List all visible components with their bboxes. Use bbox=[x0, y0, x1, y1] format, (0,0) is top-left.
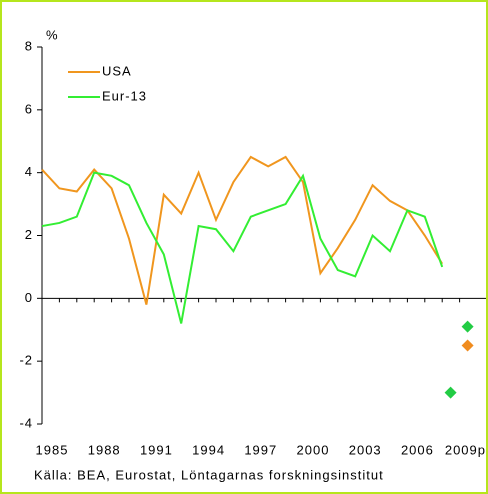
line bbox=[41, 155, 444, 305]
y-tick-label: 6 bbox=[25, 101, 33, 116]
x-tick-label: 2003 bbox=[349, 442, 382, 457]
forecast-marker bbox=[461, 320, 474, 333]
y-tick-label: 8 bbox=[25, 38, 33, 53]
forecast-marker bbox=[461, 339, 474, 352]
x-tick-label: 2006 bbox=[401, 442, 434, 457]
y-tick-label: 0 bbox=[25, 290, 33, 305]
x-tick-label: 1994 bbox=[192, 442, 225, 457]
x-tick-label: 1997 bbox=[244, 442, 277, 457]
legend-label: USA bbox=[102, 63, 132, 78]
x-tick-label: 2009p bbox=[445, 442, 486, 457]
legend-label: Eur-13 bbox=[102, 88, 147, 103]
x-tick-label: 1988 bbox=[88, 442, 121, 457]
y-tick-label: 2 bbox=[25, 227, 33, 242]
source: Källa: BEA, Eurostat, Löntagarnas forskn… bbox=[34, 467, 384, 482]
line bbox=[41, 171, 444, 324]
y-tick-label: -4 bbox=[19, 415, 33, 430]
y-tick-label: 4 bbox=[25, 164, 33, 179]
forecast-marker bbox=[444, 386, 457, 399]
x-tick-label: 2000 bbox=[297, 442, 330, 457]
y-tick-label: -2 bbox=[19, 353, 33, 368]
x-tick-label: 1985 bbox=[36, 442, 69, 457]
x-tick-label: 1991 bbox=[140, 442, 173, 457]
y-unit: % bbox=[46, 27, 59, 42]
